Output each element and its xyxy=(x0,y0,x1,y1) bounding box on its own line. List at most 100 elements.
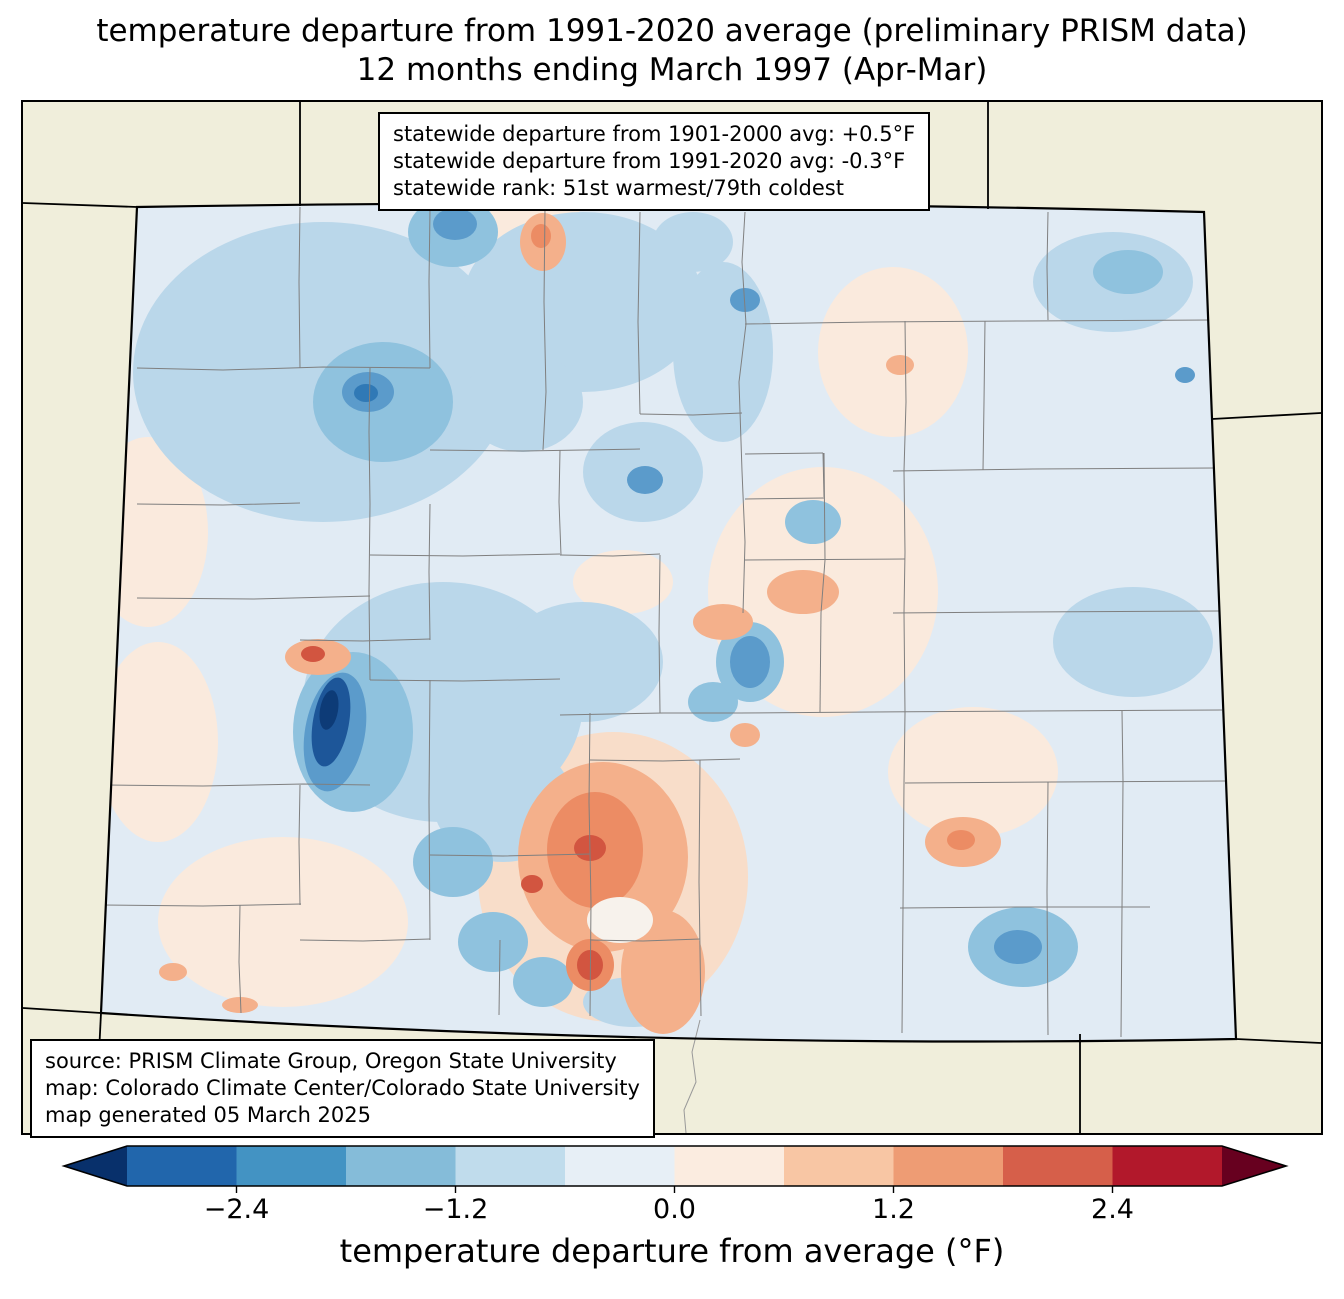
county-line xyxy=(822,452,825,498)
county-line xyxy=(298,784,301,906)
county-line xyxy=(429,448,641,452)
county-line xyxy=(299,638,431,642)
county-line xyxy=(698,759,702,1017)
county-line xyxy=(368,503,371,681)
contour-region xyxy=(503,602,663,722)
county-line xyxy=(901,320,907,1034)
colorbar-segment xyxy=(893,1146,1003,1186)
source-box: source: PRISM Climate Group, Oregon Stat… xyxy=(30,1039,655,1138)
county-line xyxy=(298,206,301,369)
colorbar-ticks xyxy=(235,1186,1114,1193)
contour-region xyxy=(1053,587,1213,697)
state-border-line xyxy=(23,1007,102,1014)
county-line xyxy=(904,780,1226,784)
colorbar-segment xyxy=(565,1146,675,1186)
source-line-1: source: PRISM Climate Group, Oregon Stat… xyxy=(45,1049,617,1073)
contour-region xyxy=(653,212,733,272)
county-line xyxy=(101,903,302,907)
contour-region xyxy=(521,875,543,893)
stats-line-2: statewide departure from 1991-2020 avg: … xyxy=(393,149,906,173)
county-line xyxy=(1120,710,1124,1038)
county-line xyxy=(498,939,501,1016)
county-line xyxy=(588,712,592,1017)
title-line-2: 12 months ending March 1997 (Apr-Mar) xyxy=(356,52,988,88)
county-line xyxy=(637,211,641,415)
county-line xyxy=(1046,781,1049,1036)
contour-region xyxy=(463,352,583,452)
county-line xyxy=(892,467,1216,472)
contour-region xyxy=(587,897,653,943)
contour-region xyxy=(433,208,477,240)
county-line xyxy=(1046,211,1049,321)
county-line xyxy=(982,320,986,471)
colorado-map xyxy=(23,102,1321,1133)
county-line xyxy=(741,470,746,614)
contour-region xyxy=(513,957,573,1007)
contour-region xyxy=(730,288,760,312)
contour-region xyxy=(730,723,760,747)
contour-region xyxy=(158,837,408,1007)
colorbar-segment xyxy=(346,1146,456,1186)
county-line xyxy=(658,554,661,714)
county-line xyxy=(899,906,1150,909)
contour-region xyxy=(458,912,528,972)
contour-region xyxy=(994,930,1042,964)
state-border-line xyxy=(1211,412,1321,420)
colorbar-arrow-left xyxy=(64,1146,127,1186)
colorbar-tick-label: −1.2 xyxy=(422,1194,489,1225)
county-line xyxy=(559,709,1223,716)
county-line xyxy=(744,558,906,561)
state-border-line xyxy=(23,202,138,208)
colorbar-segment xyxy=(674,1146,784,1186)
county-line xyxy=(744,497,825,500)
colorbar-segment xyxy=(784,1146,894,1186)
county-line xyxy=(741,211,747,325)
contour-region xyxy=(101,642,218,842)
colorbar-tick-label: 0.0 xyxy=(653,1194,696,1225)
county-line xyxy=(136,366,431,371)
contour-region xyxy=(730,636,770,688)
contour-region xyxy=(627,466,663,494)
county-line xyxy=(136,595,371,600)
contour-region xyxy=(767,570,839,614)
county-line xyxy=(559,553,661,557)
stats-line-1: statewide departure from 1901-2000 avg: … xyxy=(393,122,916,146)
county-line xyxy=(368,367,371,505)
colorbar xyxy=(61,1145,1289,1193)
colorbar-segment xyxy=(1003,1146,1113,1186)
contour-region xyxy=(413,827,493,897)
colorbar-tick-label: 1.2 xyxy=(872,1194,915,1225)
map-frame: statewide departure from 1901-2000 avg: … xyxy=(21,100,1323,1138)
contour-region xyxy=(301,646,325,662)
title-line-1: temperature departure from 1991-2020 ave… xyxy=(96,13,1248,49)
colorbar-tick-label: 2.4 xyxy=(1091,1194,1134,1225)
colorbar-axis-label: temperature departure from average (°F) xyxy=(339,1232,1005,1270)
state-border-line xyxy=(1235,1038,1321,1044)
county-line xyxy=(892,610,1220,614)
colorbar-arrow-right xyxy=(1222,1146,1286,1186)
county-line xyxy=(102,783,371,787)
source-line-3: map generated 05 March 2025 xyxy=(45,1103,372,1127)
county-line xyxy=(819,612,822,713)
county-line xyxy=(428,679,431,941)
county-line xyxy=(428,208,431,369)
county-line xyxy=(428,503,431,641)
stats-line-3: statewide rank: 51st warmest/79th coldes… xyxy=(393,176,844,200)
colorbar-tick-label: −2.4 xyxy=(203,1194,270,1225)
contour-region xyxy=(531,224,551,248)
county-line xyxy=(542,207,547,451)
stats-box: statewide departure from 1901-2000 avg: … xyxy=(378,112,931,211)
county-line xyxy=(299,938,431,942)
contour-region xyxy=(159,963,187,981)
figure-title: temperature departure from 1991-2020 ave… xyxy=(0,12,1344,90)
contour-region xyxy=(886,355,914,375)
contour-region xyxy=(688,682,738,722)
contour-layer xyxy=(101,203,1213,1034)
county-line xyxy=(238,904,242,1014)
county-line xyxy=(369,678,561,682)
contour-region xyxy=(888,707,1058,837)
contour-region xyxy=(319,690,339,730)
county-line xyxy=(429,853,591,857)
contour-region xyxy=(1093,250,1163,294)
